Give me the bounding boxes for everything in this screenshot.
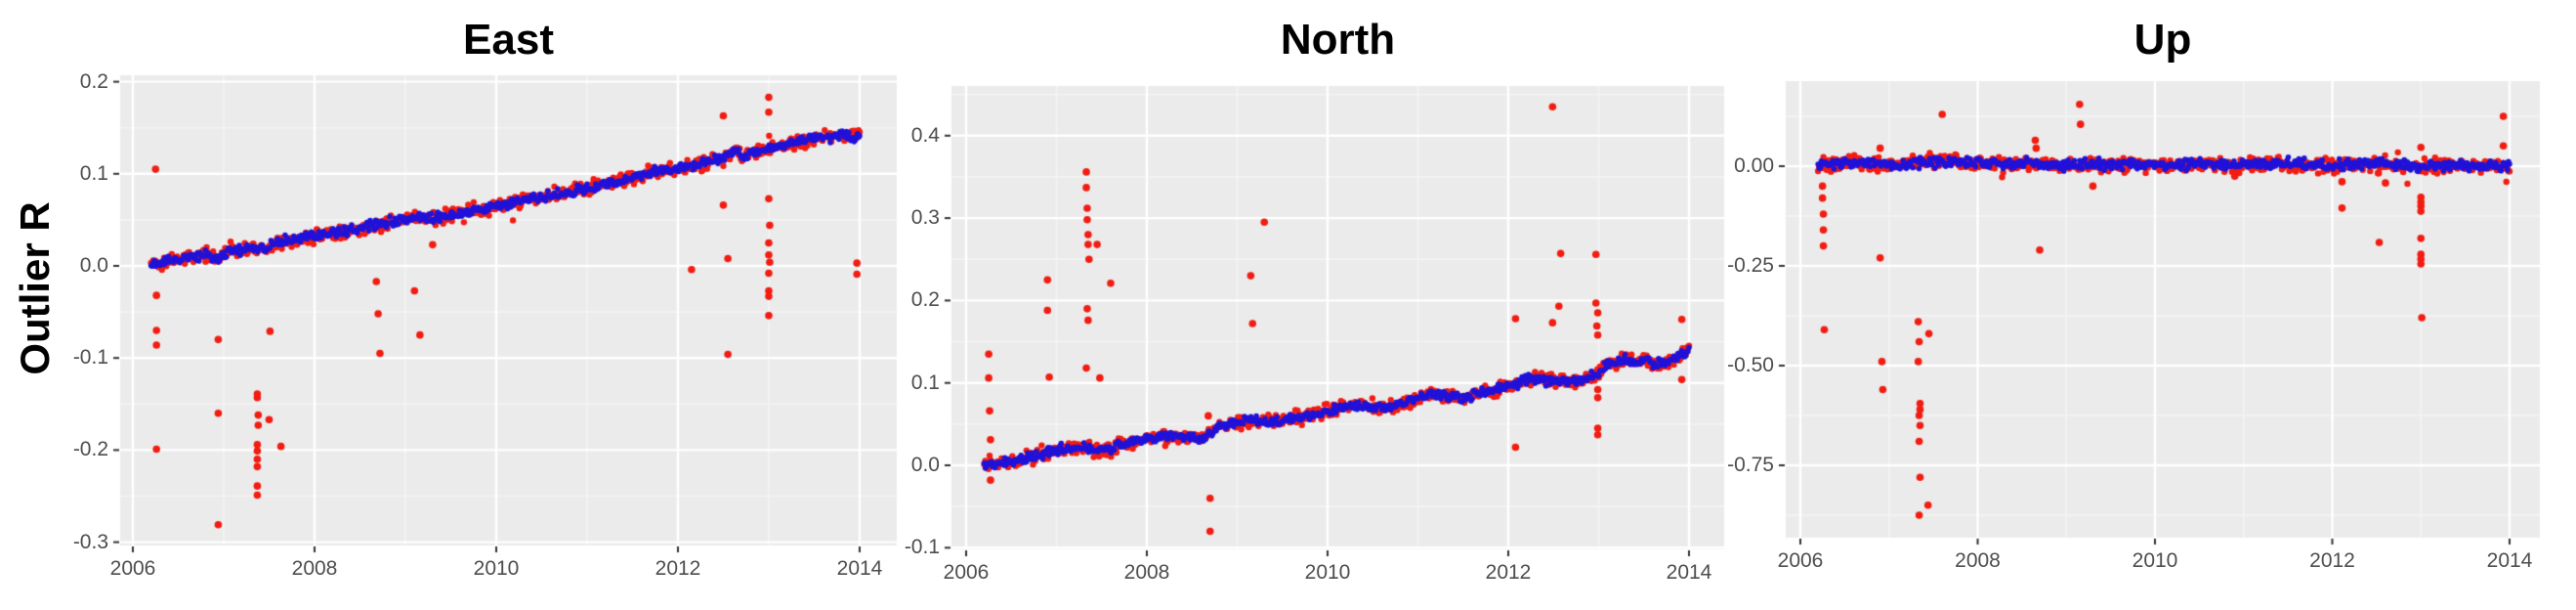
x-tick-label: 2012 — [1485, 561, 1532, 584]
panel-title-east: East — [463, 16, 554, 64]
x-tick-label: 2010 — [473, 557, 520, 580]
x-tick-label: 2006 — [943, 561, 990, 584]
y-tick-label: 0.0 — [910, 454, 940, 476]
y-tick-label: 0.0 — [79, 254, 108, 277]
y-tick-label: -0.75 — [1727, 454, 1774, 476]
y-tick-label: -0.2 — [72, 438, 108, 461]
x-tick-label: 2014 — [1666, 561, 1712, 584]
y-tick-label: 0.1 — [910, 370, 940, 394]
x-tick-label: 2008 — [1123, 561, 1170, 584]
x-tick-label: 2008 — [291, 557, 338, 580]
y-tick-label: -0.3 — [72, 530, 108, 553]
y-tick-label: -0.25 — [1727, 254, 1774, 277]
panel-title-up: Up — [2133, 16, 2192, 64]
x-tick-label: 2008 — [1955, 549, 2001, 572]
x-tick-label: 2006 — [109, 557, 156, 580]
panel-title-north: North — [1280, 16, 1396, 64]
y-tick-label: 0.00 — [1734, 154, 1774, 177]
y-tick-label: -0.1 — [904, 536, 940, 559]
y-tick-label: -0.1 — [72, 346, 108, 370]
x-tick-label: 2006 — [1777, 549, 1824, 572]
x-tick-label: 2012 — [2309, 549, 2355, 572]
x-tick-label: 2010 — [2132, 549, 2178, 572]
y-tick-label: 0.2 — [910, 288, 940, 312]
y-tick-label: 0.3 — [910, 206, 940, 230]
x-tick-label: 2014 — [836, 557, 883, 580]
y-tick-label: 0.2 — [79, 69, 108, 93]
y-tick-label: 0.1 — [79, 161, 108, 185]
x-tick-label: 2014 — [2486, 549, 2533, 572]
y-tick-label: 0.4 — [910, 123, 940, 147]
y-tick-label: -0.50 — [1727, 354, 1774, 376]
x-tick-label: 2012 — [655, 557, 701, 580]
x-tick-label: 2010 — [1304, 561, 1351, 584]
